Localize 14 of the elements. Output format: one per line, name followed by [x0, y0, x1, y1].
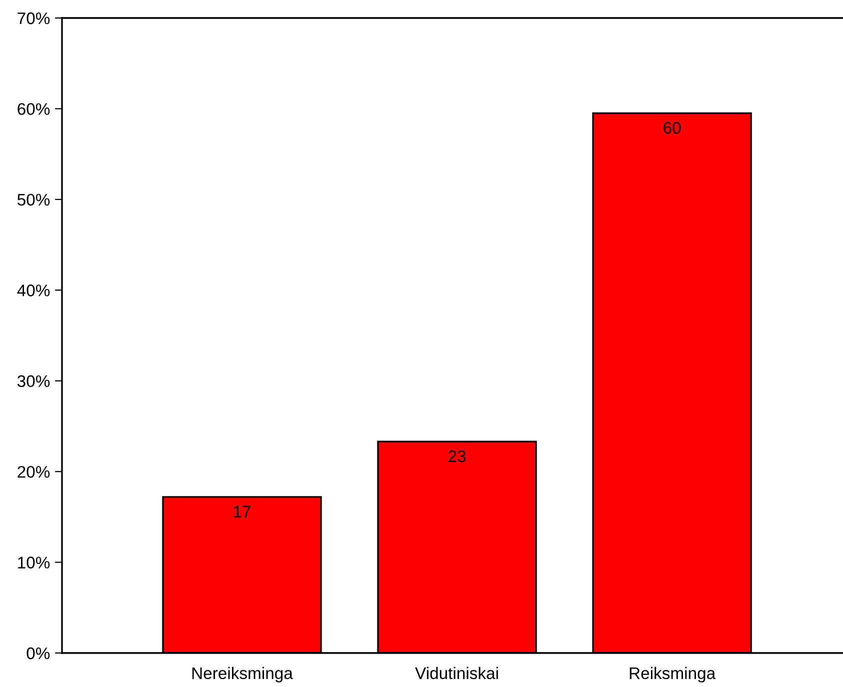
y-tick-label: 20% [18, 466, 50, 478]
y-tick-label: 10% [18, 556, 50, 568]
x-tick-label: Reiksminga [630, 666, 716, 682]
y-tick-label: 40% [17, 284, 50, 296]
data-label: 60 [664, 122, 681, 134]
y-tick-label: 70% [18, 12, 50, 24]
x-tick-label: Nereiksminga [192, 666, 293, 682]
data-label: 23 [448, 450, 466, 462]
y-tick-label: 60% [18, 103, 50, 115]
y-tick-label: 50% [18, 194, 50, 206]
y-tick-label: 30% [17, 375, 50, 388]
x-tick-label: Vidutiniskai [415, 666, 498, 680]
data-label: 17 [234, 506, 250, 518]
y-tick-label: 0% [26, 647, 50, 660]
